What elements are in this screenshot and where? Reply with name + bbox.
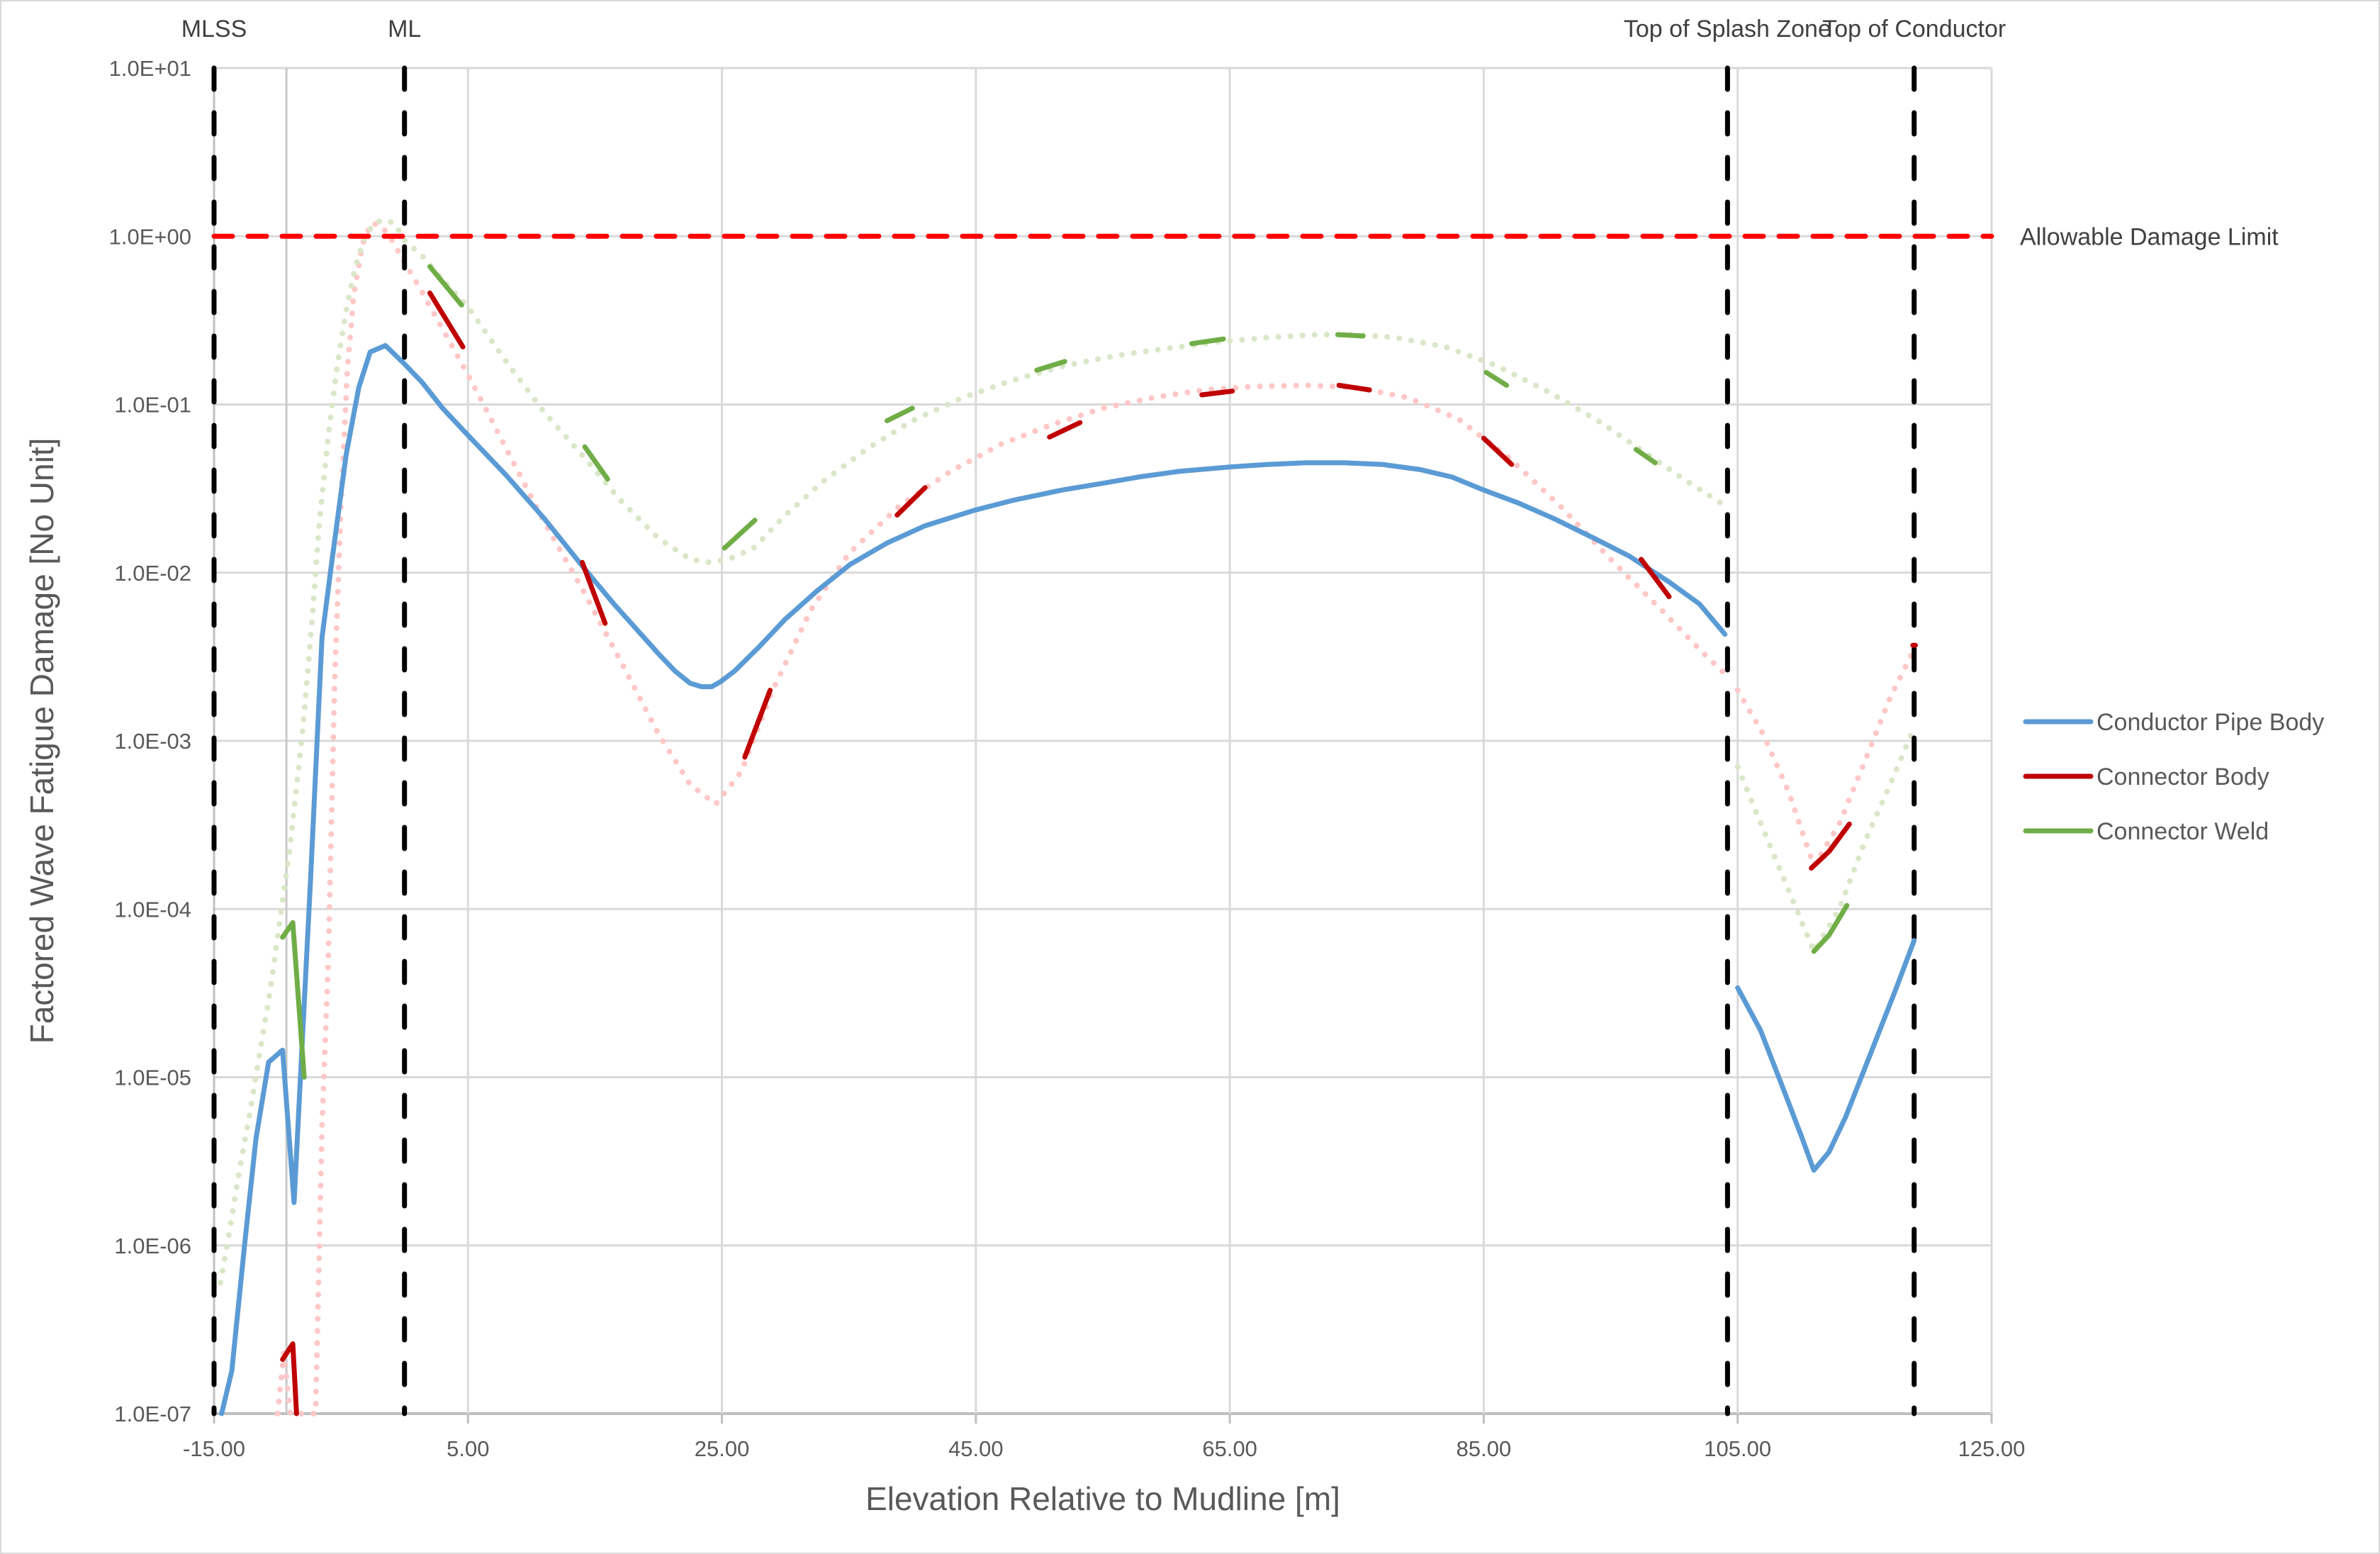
y-tick-label: 1.0E-01 — [114, 393, 191, 418]
y-tick-label: 1.0E-07 — [114, 1402, 191, 1426]
y-axis-ticks: 1.0E-07 1.0E-06 1.0E-05 1.0E-04 1.0E-03 1.0E-… — [109, 56, 191, 1426]
x-tick-label: 5.00 — [447, 1436, 489, 1461]
series-line-connector-weld — [1483, 369, 1510, 388]
y-tick-label: 1.0E-02 — [114, 561, 191, 586]
series-line-connector-body — [427, 290, 466, 350]
x-tick-label: 45.00 — [948, 1436, 1004, 1461]
y-tick-label: 1.0E+01 — [109, 56, 191, 81]
series-line-connector-body — [580, 559, 608, 626]
dotted-envelope-connector-weld — [218, 217, 1728, 1286]
y-axis-title: Factored Wave Fatigue Damage [No Unit] — [23, 438, 60, 1044]
data-series — [219, 264, 1918, 1416]
x-tick-label: 25.00 — [695, 1436, 750, 1461]
dotted-envelopes — [218, 217, 1917, 1416]
x-tick-label: 105.00 — [1704, 1436, 1771, 1461]
x-axis-title: Elevation Relative to Mudline [m] — [865, 1480, 1340, 1517]
series-line-connector-weld — [280, 919, 307, 1080]
y-tick-label: 1.0E-05 — [114, 1066, 191, 1090]
series-line-connector-body — [1481, 435, 1515, 467]
dotted-envelope-connector-weld — [1734, 725, 1917, 958]
series-line-connector-body — [1336, 383, 1372, 393]
series-line-connector-body — [894, 485, 928, 518]
dotted-envelope-connector-body — [1734, 646, 1917, 873]
series-line-connector-weld — [427, 264, 464, 308]
x-tick-label: -15.00 — [183, 1436, 245, 1461]
series-line-connector-weld — [1633, 447, 1658, 466]
series-line-connector-body — [742, 688, 773, 760]
x-tick-label: 85.00 — [1456, 1436, 1512, 1461]
series-line-connector-weld — [1811, 902, 1850, 954]
reference-label-top-of-splash-zone: Top of Splash Zone — [1624, 16, 1831, 43]
x-tick-label: 65.00 — [1202, 1436, 1257, 1461]
series-line-conductor-pipe-body — [1735, 938, 1917, 1173]
dotted-envelope-connector-body — [274, 219, 1728, 1416]
series-line-connector-weld — [1034, 359, 1067, 373]
series-line-conductor-pipe-body — [219, 342, 1728, 1416]
reference-label-top-of-conductor: Top of Conductor — [1822, 16, 2006, 43]
x-axis-ticks: -15.00 5.00 25.00 45.00 65.00 85.00 105.00 125.… — [183, 1436, 2025, 1461]
legend: Conductor Pipe Body Connector Body Connect… — [2023, 709, 2324, 845]
y-tick-label: 1.0E-03 — [114, 729, 191, 754]
series-line-connector-weld — [885, 406, 915, 423]
series-line-connector-weld — [1189, 336, 1226, 347]
vertical-reference-lines — [211, 65, 1917, 1416]
x-tick-label: 125.00 — [1958, 1436, 2026, 1461]
series-line-connector-body — [1047, 420, 1083, 440]
legend-label-connector-weld: Connector Weld — [2096, 818, 2269, 845]
series-line-connector-body — [1639, 557, 1672, 600]
series-line-connector-body — [280, 1341, 299, 1416]
legend-label-connector-body: Connector Body — [2096, 764, 2269, 790]
series-line-connector-weld — [1335, 332, 1366, 339]
allowable-damage-limit-label: Allowable Damage Limit — [2020, 223, 2279, 250]
series-line-connector-body — [1199, 388, 1235, 398]
y-tick-label: 1.0E-04 — [114, 897, 191, 922]
series-line-connector-weld — [722, 518, 758, 551]
series-line-connector-body — [1809, 821, 1852, 871]
gridlines — [213, 67, 1993, 1424]
legend-label-conductor-pipe-body: Conductor Pipe Body — [2096, 709, 2324, 736]
series-line-connector-weld — [582, 444, 610, 482]
reference-label-ml: ML — [388, 16, 421, 43]
y-tick-label: 1.0E-06 — [114, 1234, 191, 1258]
reference-label-mlss: MLSS — [181, 16, 247, 43]
y-tick-label: 1.0E+00 — [109, 224, 191, 249]
horizontal-reference-lines: Allowable Damage Limit — [211, 223, 2279, 250]
